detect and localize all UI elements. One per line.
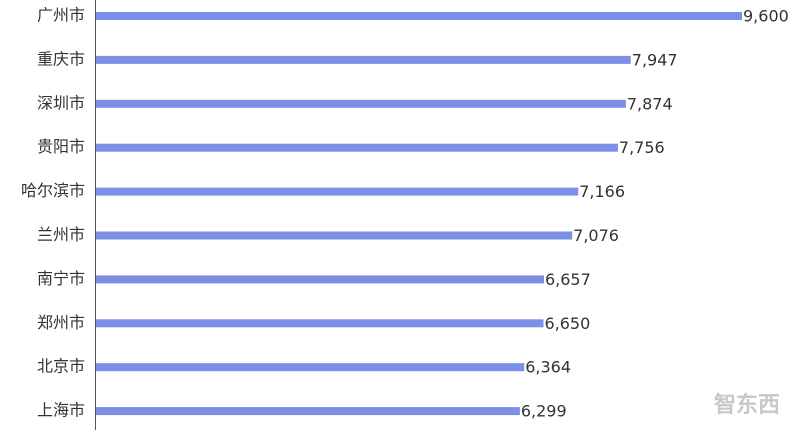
- bar: [96, 143, 618, 152]
- value-label: 7,947: [632, 50, 678, 69]
- y-tick-label: 南宁市: [37, 269, 85, 288]
- bar: [96, 275, 544, 284]
- bar: [96, 231, 573, 240]
- y-tick-label: 兰州市: [37, 225, 85, 244]
- bar: [96, 12, 742, 20]
- value-label: 7,756: [619, 138, 665, 157]
- y-tick-label: 哈尔滨市: [21, 181, 85, 200]
- y-tick-label: 郑州市: [37, 313, 85, 332]
- bar: [96, 363, 525, 372]
- bar: [96, 55, 631, 64]
- value-label: 7,076: [573, 226, 619, 245]
- value-label: 6,657: [545, 270, 591, 289]
- bar: [96, 407, 520, 416]
- value-label: 7,874: [627, 94, 673, 113]
- value-label: 9,600: [743, 7, 789, 26]
- y-tick-label: 上海市: [37, 401, 85, 420]
- value-label: 6,299: [521, 402, 567, 421]
- value-label: 7,166: [579, 182, 625, 201]
- y-tick-label: 北京市: [37, 357, 85, 376]
- value-label: 6,364: [525, 358, 571, 377]
- y-tick-label: 贵阳市: [37, 137, 85, 156]
- value-label: 6,650: [544, 314, 590, 333]
- bar: [96, 319, 544, 328]
- bar: [96, 187, 579, 196]
- y-tick-label: 深圳市: [37, 93, 85, 112]
- bar: [96, 99, 626, 108]
- y-tick-label: 重庆市: [37, 49, 85, 68]
- watermark: 智东西: [714, 392, 780, 418]
- y-tick-label: 广州市: [37, 6, 85, 25]
